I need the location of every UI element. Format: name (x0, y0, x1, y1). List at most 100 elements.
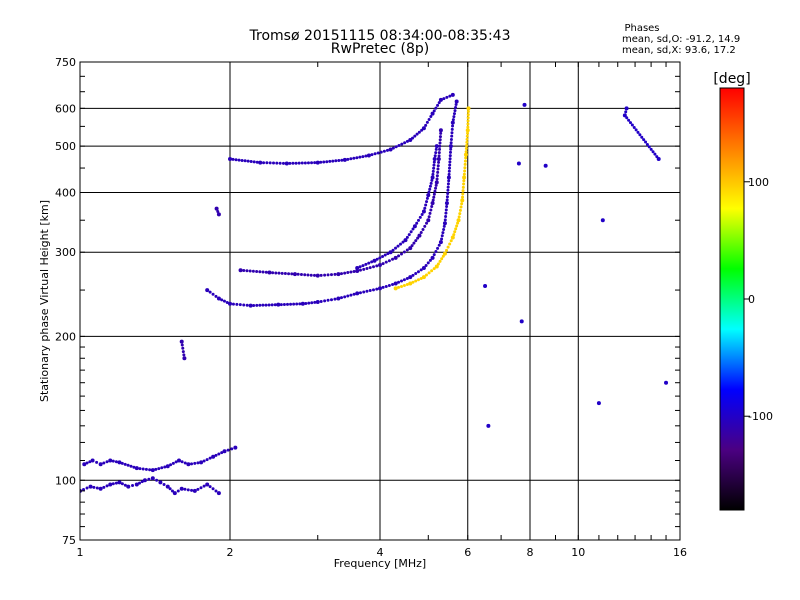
colorbar-ticks: 100 0 -100 (744, 176, 773, 423)
echo-point-interp (412, 241, 416, 245)
echo-point-interp (396, 244, 400, 248)
echo-point-interp (448, 94, 452, 98)
echo-point (516, 161, 521, 166)
echo-point (421, 266, 426, 271)
echo-point (336, 296, 341, 301)
echo-point-interp (264, 270, 268, 274)
echo-point-interp (418, 215, 422, 219)
echo-point-interp (407, 233, 411, 237)
echo-point-interp (226, 448, 230, 452)
echo-point-interp (379, 150, 383, 154)
echo-point-interp (123, 483, 127, 487)
echo-point-interp (434, 250, 438, 254)
echo-point-interp (443, 218, 447, 222)
echo-point-interp (270, 303, 274, 307)
echo-point-interp (465, 134, 469, 138)
echo-point-interp (368, 266, 372, 270)
echo-point (408, 246, 413, 251)
echo-point (300, 301, 305, 306)
echo-point-interp (265, 161, 269, 165)
echo-point-interp (403, 141, 407, 145)
echo-point-interp (630, 123, 634, 127)
echo-point-interp (255, 270, 259, 274)
echo-point-interp (217, 452, 221, 456)
echo-point (150, 476, 155, 481)
chart-title: Tromsø 20151115 08:34:00-08:35:43 (249, 28, 511, 44)
echo-point (442, 251, 447, 256)
echo-point-interp (410, 244, 414, 248)
echo-point-interp (385, 148, 389, 152)
echo-point (408, 138, 413, 143)
echo-point-interp (287, 272, 291, 276)
echo-point (165, 484, 170, 489)
echo-point-interp (111, 459, 115, 463)
echo-point-interp (323, 273, 327, 277)
echo-point (90, 458, 95, 463)
echo-point (421, 275, 426, 280)
echo-point-interp (434, 151, 438, 155)
echo-point-interp (441, 231, 445, 235)
echo-point-interp (280, 271, 284, 275)
echo-point (432, 157, 437, 162)
echo-point-interp (462, 179, 466, 183)
echo-point-interp (310, 161, 314, 165)
echo-point-interp (438, 141, 442, 145)
echo-point-interp (401, 240, 405, 244)
echo-point-interp (445, 248, 449, 252)
echo-point-interp (370, 260, 374, 264)
trace (238, 128, 443, 278)
echo-point (446, 175, 451, 180)
echo-point (438, 97, 443, 102)
echo-point-interp (429, 208, 433, 212)
echo-point-interp (466, 116, 470, 120)
echo-point-interp (169, 463, 173, 467)
echo-point (417, 233, 422, 238)
echo-point-interp (437, 154, 441, 158)
echo-point-interp (296, 272, 300, 276)
echo-point-interp (462, 172, 466, 176)
echo-point-interp (358, 268, 362, 272)
echo-point-interp (424, 203, 428, 207)
echo-point-interp (450, 127, 454, 131)
echo-point-interp (428, 258, 432, 262)
echo-point-interp (333, 297, 337, 301)
trace (483, 102, 669, 428)
colorbar-tick-label: 100 (748, 176, 769, 189)
echo-point (486, 423, 491, 428)
echo-point (211, 454, 216, 459)
echo-point-interp (364, 154, 368, 158)
echo-point (393, 281, 398, 286)
echo-point-interp (340, 296, 344, 300)
echo-point (165, 464, 170, 469)
echo-point (238, 268, 243, 273)
echo-point (462, 175, 467, 180)
echo-point-interp (245, 303, 249, 307)
colorbar-tick-label: 0 (748, 293, 755, 306)
echo-point-interp (419, 231, 423, 235)
echo-point-interp (421, 227, 425, 231)
y-tick-label: 600 (55, 102, 76, 115)
echo-point-interp (405, 235, 409, 239)
echo-point-interp (277, 271, 281, 275)
y-tick-label: 750 (55, 56, 76, 69)
echo-point (158, 480, 163, 485)
echo-point-interp (331, 159, 335, 163)
echo-point (172, 491, 177, 496)
echo-point-interp (466, 122, 470, 126)
echo-point-interp (445, 198, 449, 202)
echo-point-interp (245, 269, 249, 273)
echo-point (448, 144, 453, 149)
echo-point-interp (126, 463, 130, 467)
echo-point-interp (466, 109, 470, 113)
echo-point-interp (220, 451, 224, 455)
echo-point-interp (436, 167, 440, 171)
echo-point-interp (465, 140, 469, 144)
echo-point (205, 288, 210, 293)
echo-point-interp (297, 161, 301, 165)
echo-point (192, 488, 197, 493)
echo-point (233, 445, 238, 450)
echo-point-interp (451, 124, 455, 128)
echo-point-interp (431, 198, 435, 202)
echo-point (372, 258, 377, 263)
